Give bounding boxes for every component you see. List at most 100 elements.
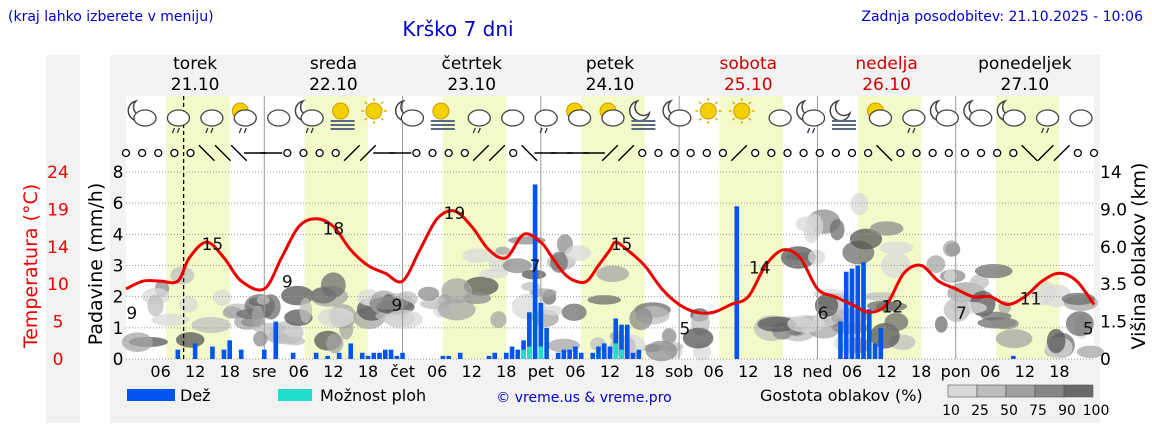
sun-ray — [714, 101, 719, 105]
cloud-shape — [534, 109, 558, 127]
rain-drop — [310, 127, 314, 134]
day-name: ponedeljek — [978, 54, 1072, 74]
showers-bar — [619, 349, 624, 359]
density-tick-label: 75 — [1029, 403, 1047, 419]
precipitation-tick-label: 0 — [113, 350, 124, 370]
credit-link[interactable]: © vreme.us & vreme.pro — [496, 390, 671, 406]
cloud-density-cell — [884, 312, 909, 332]
temperature-extreme-label: 12 — [882, 297, 904, 317]
cloud-density-cell — [969, 274, 989, 290]
cloud-shape — [233, 109, 257, 127]
rain-bar — [382, 349, 388, 359]
rain-bar — [210, 346, 215, 359]
rain-drop — [171, 127, 176, 134]
wind-barb — [617, 144, 635, 162]
temperature-labels: 9 15 9 18 9 19 7 15 5 14 6 12 7 11 5 — [126, 204, 1093, 340]
rain-drop — [1040, 127, 1045, 134]
cloud-density-cell — [590, 337, 606, 352]
cloud-shape — [200, 109, 224, 127]
cloud-heavy-rain-icon — [534, 109, 558, 134]
showers-bar — [538, 346, 544, 359]
sun-shape — [733, 102, 751, 120]
cloud-density-cell — [974, 263, 1013, 279]
sun-ray — [714, 117, 719, 121]
rain-bar — [607, 346, 613, 359]
temperature-tick-label: 0 — [53, 350, 64, 370]
cloud-rain-icon — [467, 109, 491, 134]
x-tick-label: 18 — [358, 362, 378, 381]
wind-calm-symbol — [799, 148, 808, 158]
rain-drop — [544, 127, 548, 134]
rain-bar — [261, 349, 267, 359]
rain-bar — [440, 355, 446, 359]
rain-bar — [290, 352, 296, 359]
cloud-density-cell — [284, 336, 306, 346]
wind-calm-symbol — [283, 148, 292, 158]
wind-calm-symbol — [751, 148, 760, 158]
day-name: četrtek — [441, 54, 502, 74]
cloud-rain-icon — [166, 109, 191, 134]
rain-bar — [872, 343, 878, 359]
sun-cloud-icon — [566, 102, 592, 127]
moon-cloud-icon — [963, 99, 993, 127]
rain-bar — [227, 340, 233, 359]
day-name: nedelja — [855, 54, 917, 74]
cloud-shape — [400, 109, 425, 127]
x-tick-label: 06 — [980, 362, 1000, 381]
wind-calm-symbol — [331, 148, 340, 158]
x-tick-label: 06 — [704, 362, 724, 381]
cloud-density-cell — [561, 303, 587, 321]
x-tick-label: 12 — [323, 362, 343, 381]
wind-calm-symbol — [815, 148, 824, 158]
legend-rain-swatch — [127, 389, 175, 401]
cloud-shape — [902, 109, 926, 127]
x-tick-label: 18 — [911, 362, 931, 381]
moon-cloud-icon — [127, 99, 157, 127]
cloud-density-cell — [462, 248, 493, 264]
cloud-shape — [935, 109, 959, 127]
temperature-extreme-label: 14 — [749, 259, 771, 279]
rain-drop — [477, 127, 481, 134]
temperature-extreme-label: 9 — [391, 296, 402, 316]
day-name: petek — [586, 54, 634, 74]
temperature-extreme-label: 19 — [444, 204, 466, 224]
rain-bar — [273, 321, 279, 359]
wind-calm-symbol — [896, 148, 905, 158]
rain-bar — [365, 355, 371, 359]
temperature-series-line — [125, 209, 1096, 315]
rain-bar — [175, 349, 181, 359]
cloud-density-cell — [880, 252, 911, 278]
x-tick-label: 06 — [150, 362, 170, 381]
x-tick-label: 06 — [842, 362, 862, 381]
rain-bar — [532, 184, 538, 359]
density-swatch — [976, 384, 1007, 398]
wind-calm-symbol — [993, 148, 1002, 158]
day-date: 21.10 — [171, 75, 220, 95]
rain-bar — [388, 349, 394, 359]
density-swatch — [1005, 384, 1036, 398]
day-name: sobota — [720, 54, 778, 74]
wind-calm-symbol — [944, 148, 953, 158]
moon-cloud-icon — [662, 99, 692, 127]
wind-barb — [488, 144, 506, 162]
cloud-density-cell — [867, 300, 899, 312]
x-tick-label: sre — [252, 362, 276, 381]
rain-bar — [192, 343, 198, 359]
temperature-extreme-label: 9 — [126, 304, 137, 324]
x-tick-label: 18 — [773, 362, 793, 381]
temperature-tick-label: 14 — [47, 238, 69, 258]
x-tick-label: 18 — [634, 362, 654, 381]
cloud-density-cell — [587, 295, 621, 305]
precipitation-bars — [175, 184, 1016, 359]
moon-cloud-icon — [929, 99, 959, 127]
wind-calm-symbol — [412, 148, 421, 158]
wind-calm-symbol — [976, 148, 986, 158]
day-date: 22.10 — [309, 75, 358, 95]
precipitation-tick-label: 8 — [113, 163, 124, 183]
rain-bar — [601, 343, 607, 359]
sun-fog-icon — [430, 102, 455, 130]
sun-ray — [698, 101, 702, 105]
cloud-density-cell — [326, 333, 344, 354]
x-tick-label: 12 — [738, 362, 758, 381]
cloud-shape — [467, 109, 491, 127]
